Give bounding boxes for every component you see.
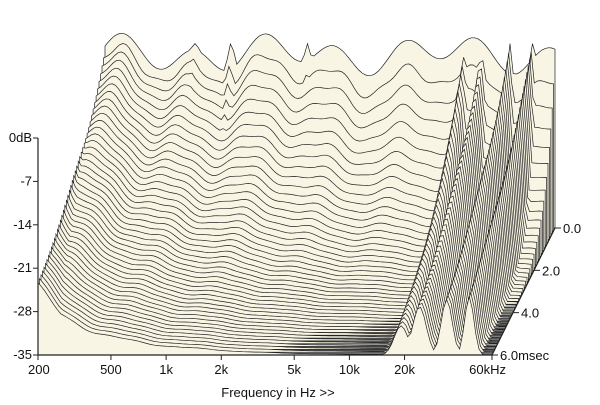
y-tick-label: 0dB bbox=[9, 130, 32, 145]
y-tick-label: -7 bbox=[20, 173, 32, 188]
x-tick-label: 5k bbox=[287, 362, 301, 377]
y-tick-label: -28 bbox=[13, 304, 32, 319]
decay-slice bbox=[61, 214, 515, 311]
decay-slice bbox=[57, 228, 511, 319]
y-tick-label: -21 bbox=[13, 260, 32, 275]
x-tick-label: 500 bbox=[100, 362, 122, 377]
x-tick-label: 10k bbox=[339, 362, 360, 377]
decay-slice bbox=[58, 224, 512, 316]
time-tick-label: 6.0msec bbox=[500, 348, 550, 363]
decay-slice bbox=[37, 281, 493, 356]
x-tick-label: 200 bbox=[28, 362, 50, 377]
x-tick-label: 1k bbox=[159, 362, 173, 377]
x-axis-ticks: 200 500 1k 2k 5k 10k 20k 60kHz bbox=[28, 355, 506, 377]
y-tick-label: -35 bbox=[13, 347, 32, 362]
axes bbox=[37, 138, 556, 356]
x-axis-title: Frequency in Hz >> bbox=[221, 385, 334, 400]
time-tick-label: 0.0 bbox=[563, 221, 581, 236]
decay-slice bbox=[55, 232, 510, 322]
y-axis-ticks: 0dB -7 -14 -21 -28 -35 bbox=[9, 130, 38, 362]
decay-slice bbox=[59, 219, 514, 314]
decay-slices bbox=[37, 32, 556, 356]
y-tick-label: -14 bbox=[13, 217, 32, 232]
time-axis-line bbox=[491, 227, 556, 356]
x-tick-label: 2k bbox=[214, 362, 228, 377]
x-tick-label: 60kHz bbox=[469, 362, 506, 377]
x-tick-label: 20k bbox=[394, 362, 415, 377]
time-axis-ticks: 0.0 2.0 4.0 6.0msec bbox=[492, 221, 581, 363]
time-tick-label: 2.0 bbox=[542, 263, 560, 278]
time-tick-label: 4.0 bbox=[521, 306, 539, 321]
